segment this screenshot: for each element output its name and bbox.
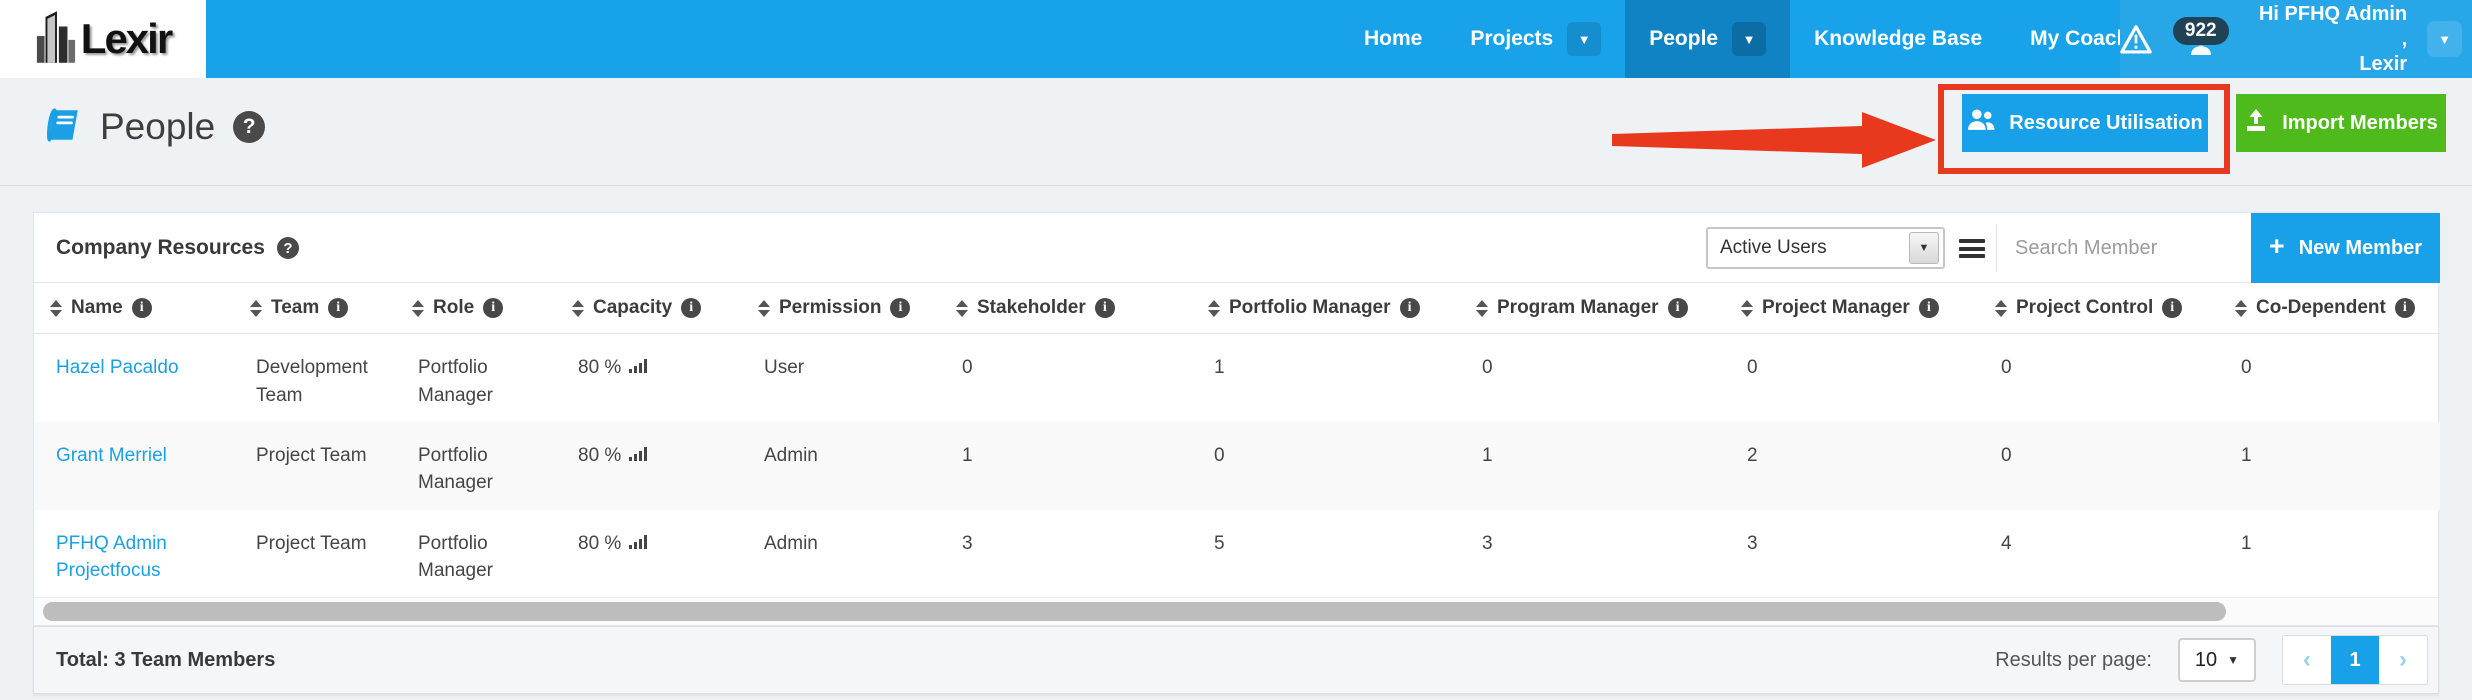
table-header-row: Name i Team i Role i Capacity i Permission i … [34,283,2440,334]
nav-items: Home Projects ▼ People ▼ Knowledge Base … [1340,0,2185,78]
resource-utilisation-button[interactable]: Resource Utilisation [1962,94,2208,152]
notification-badge[interactable]: 922 [2172,15,2233,63]
info-icon[interactable]: i [681,298,702,318]
info-icon[interactable]: i [2162,298,2183,318]
app-logo[interactable]: Lexir [0,0,206,78]
column-header-portfolio-manager[interactable]: Portfolio Manager i [1192,283,1460,334]
upload-icon [2244,108,2268,138]
notification-count: 922 [2172,17,2229,45]
column-header-team[interactable]: Team i [234,283,396,334]
book-icon [44,107,82,147]
sort-icon[interactable] [50,299,62,317]
panel-help-icon[interactable]: ? [276,237,299,259]
sort-icon[interactable] [1741,299,1753,317]
sort-icon[interactable] [412,299,424,317]
sort-icon[interactable] [572,299,584,317]
page-title: People [100,106,216,147]
capacity-bars-icon [629,442,648,470]
users-icon [1967,109,1995,137]
import-members-button[interactable]: Import Members [2236,94,2446,152]
info-icon[interactable]: i [328,298,349,318]
column-header-name[interactable]: Name i [34,283,234,334]
column-header-co-dependent[interactable]: Co-Dependent i [2219,283,2440,334]
info-icon[interactable]: i [1667,298,1688,318]
sort-icon[interactable] [1208,299,1220,317]
resources-table: Name i Team i Role i Capacity i Permission i … [34,283,2440,598]
horizontal-scrollbar [34,597,2438,625]
sort-icon[interactable] [956,299,968,317]
info-icon[interactable]: i [2394,298,2415,318]
filter-caret-icon: ▼ [1909,232,1939,264]
info-icon[interactable]: i [483,298,504,318]
results-per-page-select[interactable]: 10 ▼ [2178,638,2256,682]
logo-text: Lexir [80,15,173,62]
column-header-stakeholder[interactable]: Stakeholder i [940,283,1192,334]
capacity-bars-icon [629,354,648,382]
nav-item-people[interactable]: People ▼ [1625,0,1791,78]
prev-page-button[interactable]: ‹ [2303,646,2311,673]
page-header: People ? Resource Utilisation Import Mem… [0,78,2472,186]
search-wrap [1996,224,2304,272]
page-help-icon[interactable]: ? [233,111,266,143]
member-link[interactable]: Hazel Pacaldo [56,357,179,378]
search-input[interactable] [2015,236,2280,260]
scrollbar-thumb[interactable] [43,602,2226,621]
column-header-capacity[interactable]: Capacity i [556,283,742,334]
table-row: Hazel Pacaldo Development Team Portfolio… [34,334,2440,422]
sort-icon[interactable] [2235,299,2247,317]
pagination: ‹ 1 › [2282,635,2428,685]
sort-icon[interactable] [1476,299,1488,317]
sort-icon[interactable] [1995,299,2007,317]
info-icon[interactable]: i [890,298,911,318]
info-icon[interactable]: i [1399,298,1420,318]
info-icon[interactable]: i [131,298,152,318]
annotation-box [1938,84,2230,174]
table-row: PFHQ Admin Projectfocus Project Team Por… [34,510,2440,598]
table-row: Grant Merriel Project Team Portfolio Man… [34,421,2440,510]
projects-caret-icon[interactable]: ▼ [1567,22,1602,56]
column-header-project-control[interactable]: Project Control i [1979,283,2219,334]
nav-item-knowledge-base[interactable]: Knowledge Base [1814,27,1983,50]
warning-icon[interactable] [2120,24,2153,54]
people-caret-icon[interactable]: ▼ [1732,22,1767,56]
column-header-permission[interactable]: Permission i [742,283,940,334]
nav-user-area: 922 Hi PFHQ Admin , Lexir ▼ [2120,0,2472,78]
total-members-label: Total: 3 Team Members [56,648,276,671]
user-greeting: Hi PFHQ Admin , Lexir [2258,2,2408,75]
page-1-button[interactable]: 1 [2331,636,2379,684]
nav-item-projects[interactable]: Projects ▼ [1446,0,1625,78]
panel-header: Company Resources ? Active Users ▼ + New… [34,213,2440,283]
new-member-button[interactable]: + New Member [2251,213,2440,283]
user-menu-caret-icon[interactable]: ▼ [2427,21,2462,57]
sort-icon[interactable] [758,299,770,317]
sort-icon[interactable] [250,299,262,317]
info-icon[interactable]: i [1918,298,1939,318]
buildings-icon [35,9,77,70]
list-options-icon[interactable] [1959,239,1985,258]
column-header-project-manager[interactable]: Project Manager i [1725,283,1979,334]
caret-down-icon: ▼ [2227,653,2240,667]
column-header-role[interactable]: Role i [396,283,556,334]
member-link[interactable]: Grant Merriel [56,444,167,466]
top-navbar: Lexir Home Projects ▼ People ▼ Knowledge… [0,0,2472,78]
member-link[interactable]: PFHQ Admin Projectfocus [56,532,167,582]
plus-icon: + [2268,231,2285,261]
panel-title: Company Resources [56,236,265,259]
nav-item-home[interactable]: Home [1364,27,1423,50]
next-page-button[interactable]: › [2399,646,2407,673]
company-resources-panel: Company Resources ? Active Users ▼ + New… [33,212,2440,626]
column-header-program-manager[interactable]: Program Manager i [1460,283,1725,334]
table-footer: Total: 3 Team Members Results per page: … [33,626,2439,694]
user-filter-select[interactable]: Active Users ▼ [1706,227,1945,269]
capacity-bars-icon [629,530,648,558]
info-icon[interactable]: i [1094,298,1115,318]
results-per-page-label: Results per page: [1995,648,2152,671]
